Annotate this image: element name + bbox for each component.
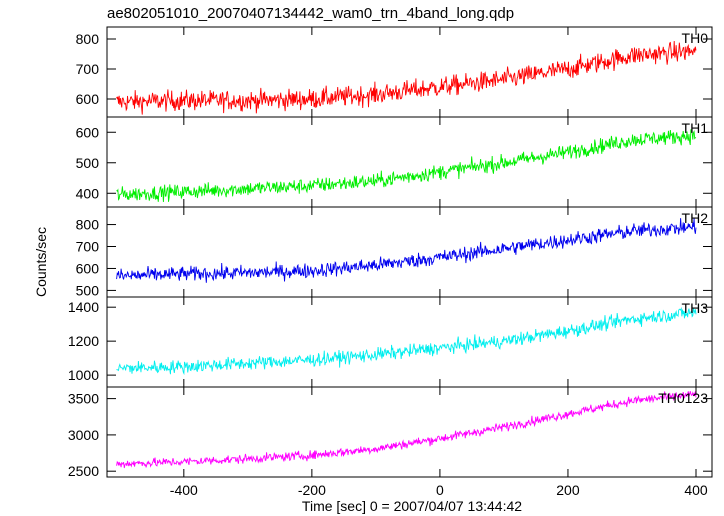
y-tick-label: 400 [76,185,100,201]
y-tick-label: 500 [76,155,100,171]
panel-label: TH0123 [658,390,708,406]
series-th0 [116,41,697,115]
x-axis-label: Time [sec] 0 = 2007/04/07 13:44:42 [302,498,522,514]
series-th3 [116,306,697,376]
panel-frame [106,206,713,298]
x-tick-label: 400 [684,482,708,498]
panel-frame [106,386,713,478]
x-tick-label: 0 [436,482,444,498]
panel-label: TH2 [682,210,709,226]
y-tick-label: 500 [76,282,100,298]
y-tick-label: 1200 [68,333,99,349]
y-tick-label: 700 [76,239,100,255]
panel-frame [106,296,713,388]
y-tick-label: 800 [76,31,100,47]
series-th0123 [116,391,697,469]
panel-label: TH1 [682,120,709,136]
panel-label: TH0 [682,30,709,46]
x-tick-label: -400 [170,482,198,498]
y-tick-label: 2500 [68,463,99,479]
y-axis-label: Counts/sec [33,227,49,297]
series-th1 [116,129,697,203]
y-tick-label: 700 [76,61,100,77]
y-tick-label: 800 [76,217,100,233]
panels: 600 700 800 TH0 400 500 600 TH1 500 600 700 800 TH2 1… [68,26,713,479]
y-tick-label: 1400 [68,299,99,315]
x-axis: -400 -200 0 200 400 [170,482,708,498]
panel-th0123: 2500 3000 3500 TH0123 [68,386,713,479]
chart-title: ae802051010_20070407134442_wam0_trn_4ban… [107,5,514,22]
y-tick-label: 3000 [68,427,99,443]
y-tick-label: 3500 [68,391,99,407]
x-tick-label: -200 [298,482,326,498]
x-tick-label: 200 [556,482,580,498]
panel-th1: 400 500 600 TH1 [76,116,713,208]
panel-label: TH3 [682,300,709,316]
panel-th0: 600 700 800 TH0 [76,26,713,118]
series-th2 [116,218,697,283]
panel-th2: 500 600 700 800 TH2 [76,206,713,298]
panel-th3: 1000 1200 1400 TH3 [68,296,713,388]
y-tick-label: 600 [76,124,100,140]
y-tick-label: 1000 [68,367,99,383]
y-tick-label: 600 [76,260,100,276]
y-tick-label: 600 [76,91,100,107]
